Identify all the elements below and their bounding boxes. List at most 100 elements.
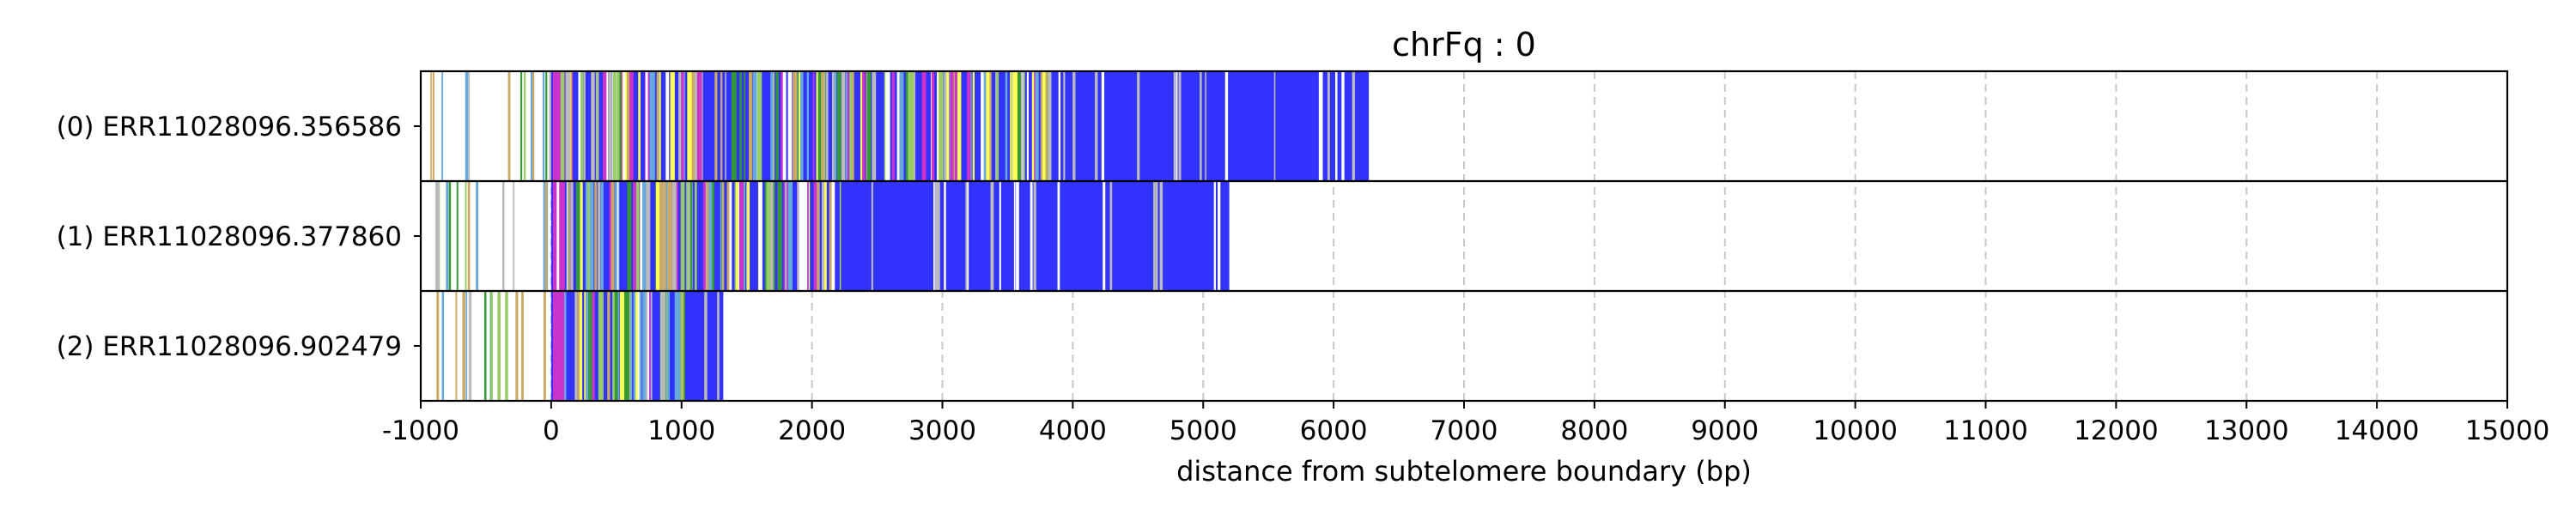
chart-title: chrFq : 0: [1392, 26, 1536, 64]
read-stripe: [576, 181, 580, 291]
read-stripe: [505, 291, 508, 401]
read-stripe: [448, 181, 452, 291]
read-stripe: [497, 291, 501, 401]
read-stripe: [766, 181, 771, 291]
read-stripe: [773, 181, 775, 291]
read-stripe: [542, 71, 545, 181]
read-stripe: [782, 71, 787, 181]
read-stripe: [552, 291, 565, 401]
read-stripe: [578, 291, 582, 401]
read-stripe: [614, 291, 619, 401]
read-stripe: [770, 181, 774, 291]
read-stripe: [465, 71, 469, 181]
read-stripe: [714, 71, 718, 181]
read-stripe: [736, 181, 738, 291]
read-stripe: [1101, 71, 1105, 181]
x-tick-label: 11000: [1943, 415, 2028, 446]
read-stripe: [634, 291, 639, 401]
read-stripe: [565, 71, 570, 181]
read-stripe: [468, 291, 471, 401]
read-stripe: [587, 181, 592, 291]
read-stripe: [619, 291, 625, 401]
read-stripe: [1341, 71, 1345, 181]
x-tick-label: 6000: [1300, 415, 1368, 446]
read-stripe: [999, 181, 1001, 291]
read-stripe: [845, 71, 848, 181]
read-stripe: [696, 71, 701, 181]
x-axis-label: distance from subtelomere boundary (bp): [1176, 455, 1752, 488]
read-stripe: [825, 71, 829, 181]
read-stripe: [659, 181, 664, 291]
read-stripe: [967, 71, 971, 181]
read-stripe: [612, 71, 617, 181]
read-stripe: [556, 181, 560, 291]
read-stripe: [640, 181, 642, 291]
read-stripe: [598, 181, 601, 291]
x-tick-label: 14000: [2335, 415, 2420, 446]
read-stripe: [532, 71, 535, 181]
read-stripe: [683, 291, 685, 401]
read-stripe: [1057, 181, 1060, 291]
read-stripe: [647, 291, 649, 401]
read-stripe: [578, 71, 581, 181]
read-stripe: [799, 181, 804, 291]
read-stripe: [1352, 71, 1355, 181]
reads-layer: [430, 71, 1370, 401]
read-stripe: [1319, 71, 1323, 181]
read-stripe: [645, 71, 648, 181]
read-stripe: [592, 291, 595, 401]
read-stripe: [586, 291, 589, 401]
read-stripe: [1335, 71, 1338, 181]
read-stripe: [623, 71, 626, 181]
read-stripe: [1178, 71, 1181, 181]
read-stripe: [944, 181, 946, 291]
read-stripe: [648, 291, 651, 401]
read-stripe: [484, 291, 487, 401]
read-stripe: [436, 291, 440, 401]
read-stripe: [616, 71, 621, 181]
read-stripe: [1032, 71, 1036, 181]
read-stripe: [739, 71, 742, 181]
read-stripe: [748, 71, 753, 181]
read-stripe: [729, 181, 732, 291]
read-stripe: [1020, 71, 1023, 181]
read-stripe: [945, 71, 950, 181]
read-stripe: [568, 181, 573, 291]
read-stripe: [617, 181, 619, 291]
read-stripe: [702, 181, 706, 291]
read-stripe: [1042, 71, 1047, 181]
read-stripe: [770, 71, 774, 181]
read-stripe: [465, 291, 468, 401]
x-tick-label: 10000: [1813, 415, 1898, 446]
read-stripe: [521, 291, 524, 401]
read-stripe: [1016, 181, 1019, 291]
read-stripe: [667, 181, 672, 291]
read-label: (0) ERR11028096.356586: [57, 112, 402, 142]
read-stripe: [656, 71, 659, 181]
read-stripe: [937, 181, 940, 291]
read-bar: [550, 181, 1230, 291]
read-stripe: [812, 71, 815, 181]
read-stripe: [839, 181, 841, 291]
read-stripe: [687, 71, 692, 181]
read-track: [436, 291, 724, 401]
read-stripe: [633, 181, 636, 291]
read-stripe: [772, 71, 775, 181]
read-stripe: [1010, 71, 1012, 181]
read-stripe: [777, 181, 782, 291]
read-stripe: [996, 71, 999, 181]
x-tick-label: 12000: [2074, 415, 2159, 446]
read-stripe: [580, 181, 583, 291]
read-stripe: [664, 181, 666, 291]
read-stripe: [603, 71, 607, 181]
read-stripe: [739, 181, 741, 291]
read-stripe: [704, 291, 708, 401]
read-stripe: [1159, 181, 1163, 291]
read-track: [430, 71, 1370, 181]
read-stripe: [796, 71, 799, 181]
read-stripe: [1173, 71, 1176, 181]
read-stripe: [756, 71, 762, 181]
read-stripe: [1224, 71, 1229, 181]
read-stripe: [441, 291, 445, 401]
